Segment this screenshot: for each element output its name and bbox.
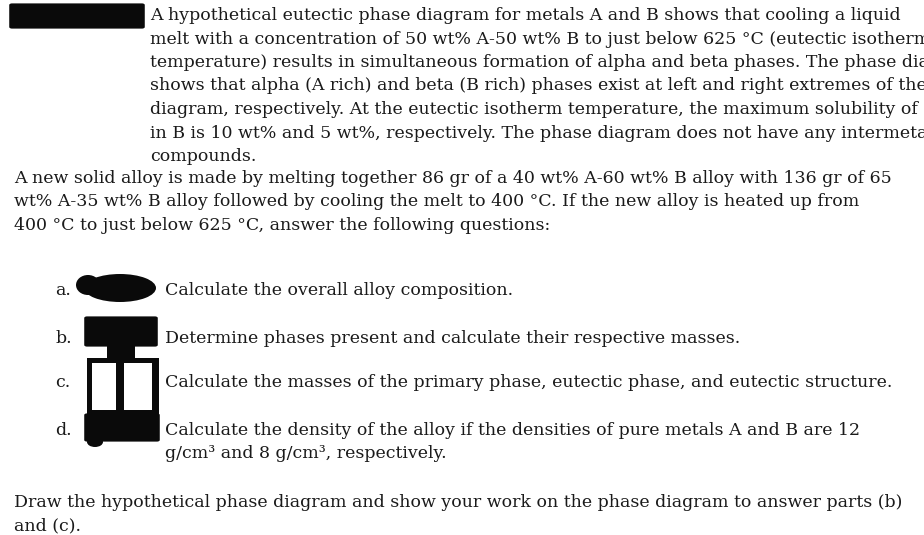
- Text: Calculate the overall alloy composition.: Calculate the overall alloy composition.: [165, 282, 513, 299]
- Text: A hypothetical eutectic phase diagram for metals A and B shows that cooling a li: A hypothetical eutectic phase diagram fo…: [150, 7, 924, 165]
- Text: A new solid alloy is made by melting together 86 gr of a 40 wt% A-60 wt% B alloy: A new solid alloy is made by melting tog…: [14, 170, 892, 234]
- Text: Determine phases present and calculate their respective masses.: Determine phases present and calculate t…: [165, 330, 740, 347]
- Text: b.: b.: [55, 330, 72, 347]
- Text: c.: c.: [55, 374, 70, 391]
- Text: a.: a.: [55, 282, 71, 299]
- Text: Draw the hypothetical phase diagram and show your work on the phase diagram to a: Draw the hypothetical phase diagram and …: [14, 494, 903, 534]
- Text: Calculate the masses of the primary phase, eutectic phase, and eutectic structur: Calculate the masses of the primary phas…: [165, 374, 893, 391]
- Text: d.: d.: [55, 422, 72, 439]
- Text: Calculate the density of the alloy if the densities of pure metals A and B are 1: Calculate the density of the alloy if th…: [165, 422, 860, 462]
